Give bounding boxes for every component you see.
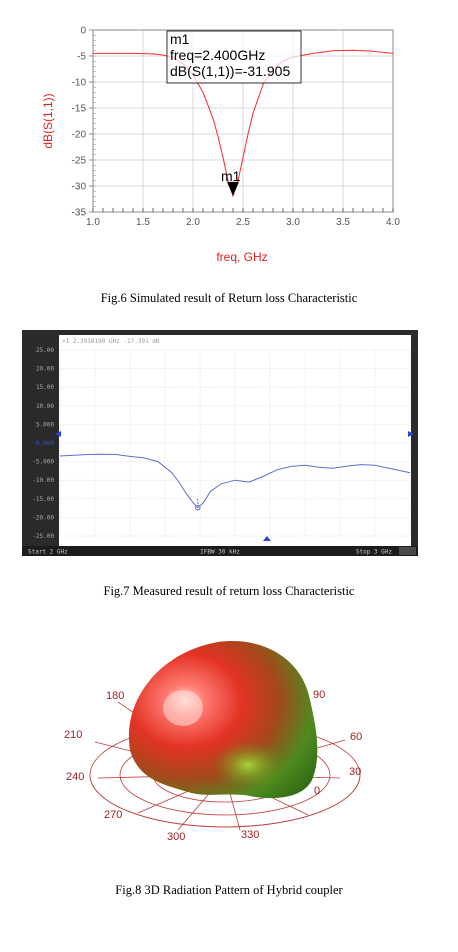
fig6-x-axis-label: freq, GHz: [216, 250, 267, 264]
fig7-ifbw: IFBW 30 kHz: [200, 549, 240, 556]
fig6-marker-freq: freq=2.400GHz: [170, 47, 265, 63]
fig7-y-tick-label: 15.00: [36, 384, 54, 391]
fig8-front-grid: [89, 774, 361, 828]
fig7-s11-trace: [59, 453, 411, 509]
fig7-status-bar-corner: [399, 547, 416, 555]
fig8-angle-270: 270: [104, 809, 122, 821]
fig6-marker-value: dB(S(1,1))=-31.905: [170, 63, 290, 79]
fig6-y-tick-labels: 0 -5 -10 -15 -20 -25 -30 -35: [72, 26, 87, 219]
fig6-x-tick-label: 4.0: [386, 217, 400, 228]
fig6-x-tick-label: 2.0: [186, 217, 200, 228]
fig6-y-tick-label: -15: [72, 104, 87, 115]
fig7-y-tick-label: 10.00: [36, 403, 54, 410]
fig7-y-tick-label: 5.000: [36, 421, 54, 428]
fig8-angle-30: 30: [349, 766, 361, 778]
fig7-y-tick-labels: 25.00 20.00 15.00 10.00 5.000 0.000 -5.000 -10.…: [32, 347, 54, 540]
fig6-y-tick-label: 0: [80, 26, 86, 37]
fig6-x-tick-label: 1.5: [136, 217, 150, 228]
fig6-y-axis-label: dB(S(1,1)): [41, 93, 55, 148]
fig6-grid: [92, 29, 394, 213]
fig7-stop-freq: Stop 3 GHz: [356, 549, 393, 556]
fig7-y-tick-label: -20.00: [32, 514, 54, 521]
fig8-angle-0: 0: [314, 785, 320, 797]
fig8-radiation-pattern: 0 30 60 90 180 210 240 270 300 330: [64, 641, 362, 843]
fig7-start-freq: Start 2 GHz: [28, 549, 68, 556]
fig8-angle-90: 90: [313, 689, 325, 701]
fig6-y-tick-label: -25: [72, 156, 87, 167]
fig7-marker-dot: [195, 504, 201, 511]
fig8-angle-labels: 0 30 60 90 180 210 240 270 300 330: [64, 689, 362, 843]
fig8-angle-330: 330: [241, 829, 259, 841]
fig8-angle-300: 300: [167, 831, 185, 843]
fig6-y-tick-label: -5: [77, 52, 86, 63]
fig7-ref-left-icon: [55, 431, 61, 437]
fig7-y-tick-label: 0.000: [36, 440, 54, 447]
fig7-marker-readout: >1 2.3938190 GHz -17.391 dB: [62, 338, 160, 345]
fig6-x-tick-label: 3.0: [286, 217, 300, 228]
fig7-y-tick-label: -10.00: [32, 477, 54, 484]
fig7-y-tick-label: 20.00: [36, 366, 54, 373]
fig7-caption: Fig.7 Measured result of return loss Cha…: [103, 584, 355, 598]
fig7-y-tick-label: -15.00: [32, 496, 54, 503]
fig7-grid: [59, 349, 411, 537]
fig7-marker-label: 1: [196, 499, 200, 506]
fig6-axis-ticks: [89, 29, 394, 213]
fig6-x-tick-labels: 1.0 1.5 2.0 2.5 3.0 3.5 4.0: [86, 217, 400, 228]
fig6-y-tick-label: -30: [72, 182, 87, 193]
fig6-x-tick-label: 1.0: [86, 217, 100, 228]
fig6-y-tick-label: -10: [72, 78, 87, 89]
fig6-marker-arrow-icon: [227, 181, 239, 196]
fig8-angle-210: 210: [64, 729, 82, 741]
fig7-center-marker-icon: [263, 536, 271, 541]
fig6-x-tick-label: 3.5: [336, 217, 350, 228]
fig6-y-tick-label: -20: [72, 130, 87, 141]
fig8-angle-180: 180: [106, 690, 124, 702]
fig8-angle-60: 60: [350, 731, 362, 743]
fig6-chart: 0 -5 -10 -15 -20 -25 -30 -35 1.0 1.5 2.0 2.5 3.0 3.5…: [41, 26, 400, 265]
fig8-lobe-highlight: [212, 741, 284, 789]
fig8-lobe-hotspot: [163, 690, 203, 726]
fig8-angle-240: 240: [66, 771, 84, 783]
fig7-y-tick-label: -5.000: [32, 459, 54, 466]
fig6-y-tick-label: -35: [72, 208, 87, 219]
fig6-marker-arrow-label: m1: [221, 168, 241, 184]
fig6-caption: Fig.6 Simulated result of Return loss Ch…: [100, 291, 358, 305]
fig7-vna-screen: 25.00 20.00 15.00 10.00 5.000 0.000 -5.000 -10.…: [22, 330, 418, 556]
fig7-y-tick-label: 25.00: [36, 347, 54, 354]
fig7-status-bar: [22, 546, 418, 556]
fig6-x-tick-label: 2.5: [236, 217, 250, 228]
fig7-ref-right-icon: [408, 431, 414, 437]
fig6-marker-box: [166, 30, 302, 84]
fig6-marker-name: m1: [170, 31, 190, 47]
fig7-y-tick-label: -25.00: [32, 533, 54, 540]
fig8-caption: Fig.8 3D Radiation Pattern of Hybrid cou…: [115, 883, 343, 897]
